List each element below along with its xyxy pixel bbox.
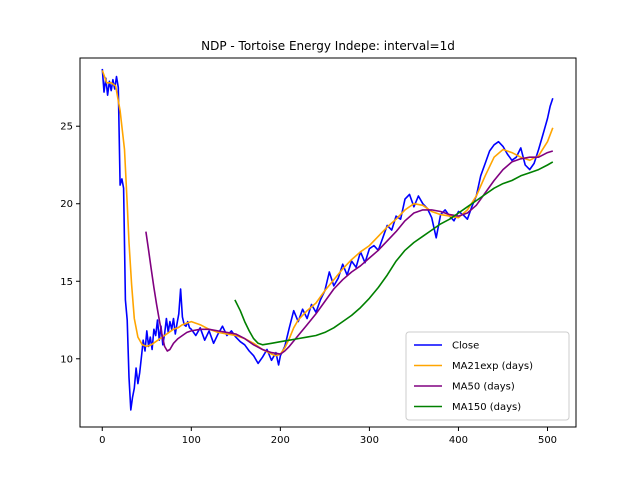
series-line-ma150-days (234, 161, 554, 346)
x-axis: 0 100 200 300 400 500 (99, 427, 557, 446)
y-tick-label: 10 (60, 354, 73, 365)
legend-label: MA150 (days) (452, 402, 521, 413)
legend: Close MA21exp (days) MA50 (days) MA150 (day… (405, 331, 570, 421)
series-line-ma50-days (145, 150, 554, 355)
y-tick-label: 15 (60, 277, 73, 288)
y-axis: 10 15 20 25 (60, 122, 80, 365)
x-tick-label: 100 (182, 435, 201, 446)
legend-label: MA50 (days) (452, 382, 515, 393)
series-layer (101, 68, 554, 411)
x-tick-label: 500 (538, 435, 557, 446)
legend-label: MA21exp (days) (452, 361, 533, 372)
x-tick-label: 400 (449, 435, 468, 446)
chart-title: NDP - Tortoise Energy Indepe: interval=1… (201, 39, 455, 53)
legend-box (405, 331, 570, 421)
x-tick-label: 200 (271, 435, 290, 446)
x-tick-label: 300 (360, 435, 379, 446)
axes-frame (79, 57, 577, 428)
y-tick-label: 25 (60, 122, 73, 133)
x-tick-label: 0 (99, 435, 105, 446)
legend-label: Close (452, 341, 479, 352)
y-tick-label: 20 (60, 199, 73, 210)
